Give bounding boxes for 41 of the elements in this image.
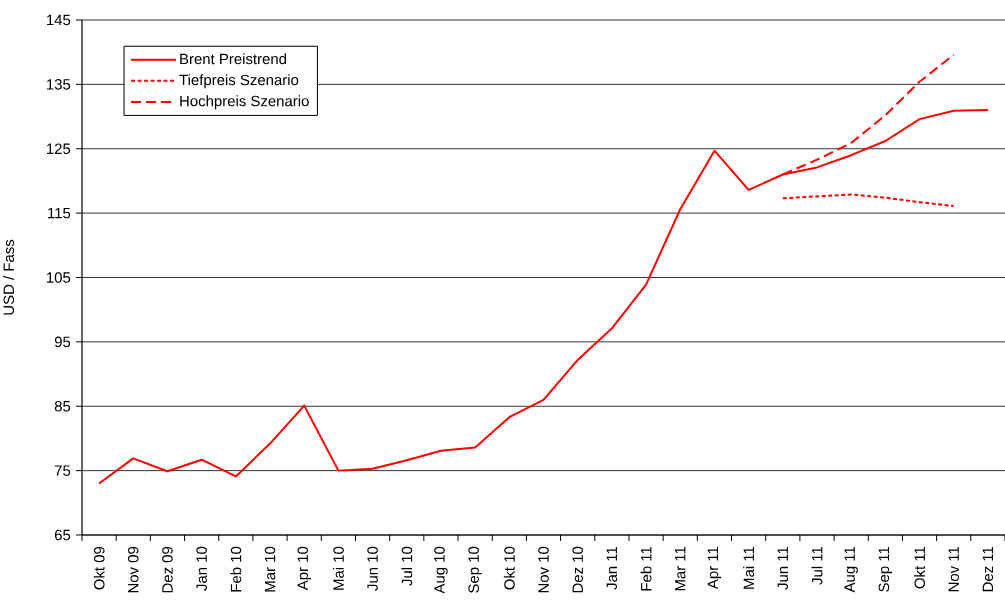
x-tick-label: Jun 11 — [777, 546, 789, 590]
x-tick-label: Mar 10 — [264, 546, 276, 592]
x-tick-label: Jan 11 — [606, 546, 618, 590]
y-axis-title: USD / Fass — [3, 239, 15, 315]
x-tick-label: Sep 10 — [468, 546, 482, 593]
legend-label: Hochpreis Szenario — [180, 95, 309, 110]
x-tick-label: Dez 09 — [162, 546, 173, 593]
x-tick-label: Apr 11 — [707, 546, 722, 590]
y-tick-label: 85 — [54, 400, 71, 412]
x-tick-label: Jul 11 — [811, 546, 823, 585]
x-tick-label: Nov 11 — [948, 546, 959, 592]
x-tick-label: Jun 10 — [367, 546, 378, 591]
x-tick-label: Nov 10 — [538, 546, 549, 593]
x-tick-label: Jan 10 — [196, 546, 207, 591]
x-tick-label: Aug 10 — [434, 546, 448, 594]
x-tick-label: Dez 11 — [982, 546, 994, 592]
x-tick-label: Sep 11 — [878, 546, 893, 592]
y-tick-label: 125 — [47, 143, 71, 155]
x-tick-label: Okt 10 — [503, 546, 515, 590]
y-tick-label: 105 — [47, 272, 71, 283]
y-tick-label: 95 — [54, 336, 71, 348]
x-tick-label: Apr 10 — [297, 546, 311, 591]
x-tick-label: Okt 09 — [93, 546, 105, 590]
y-tick-label: 145 — [47, 14, 71, 26]
x-tick-label: Nov 09 — [127, 546, 139, 593]
x-tick-label: Feb 11 — [640, 546, 652, 591]
y-tick-label: 65 — [54, 529, 71, 541]
x-tick-label: Feb 10 — [230, 546, 242, 592]
x-tick-label: Jul 10 — [401, 546, 413, 586]
x-tick-label: Dez 10 — [572, 546, 583, 593]
x-tick-label: Aug 11 — [844, 546, 858, 593]
y-tick-label: 115 — [48, 207, 71, 219]
legend-label: Brent Preistrend — [180, 53, 287, 65]
legend-label: Tiefpreis Szenario — [179, 74, 299, 89]
y-tick-label: 135 — [47, 79, 71, 90]
x-tick-label: Mai 11 — [743, 546, 755, 589]
line-series — [781, 193, 955, 208]
x-tick-label: Mar 11 — [675, 546, 686, 591]
y-tick-label: 75 — [54, 465, 71, 476]
x-tick-label: Okt 11 — [914, 546, 926, 589]
x-tick-label: Mai 10 — [332, 546, 344, 590]
